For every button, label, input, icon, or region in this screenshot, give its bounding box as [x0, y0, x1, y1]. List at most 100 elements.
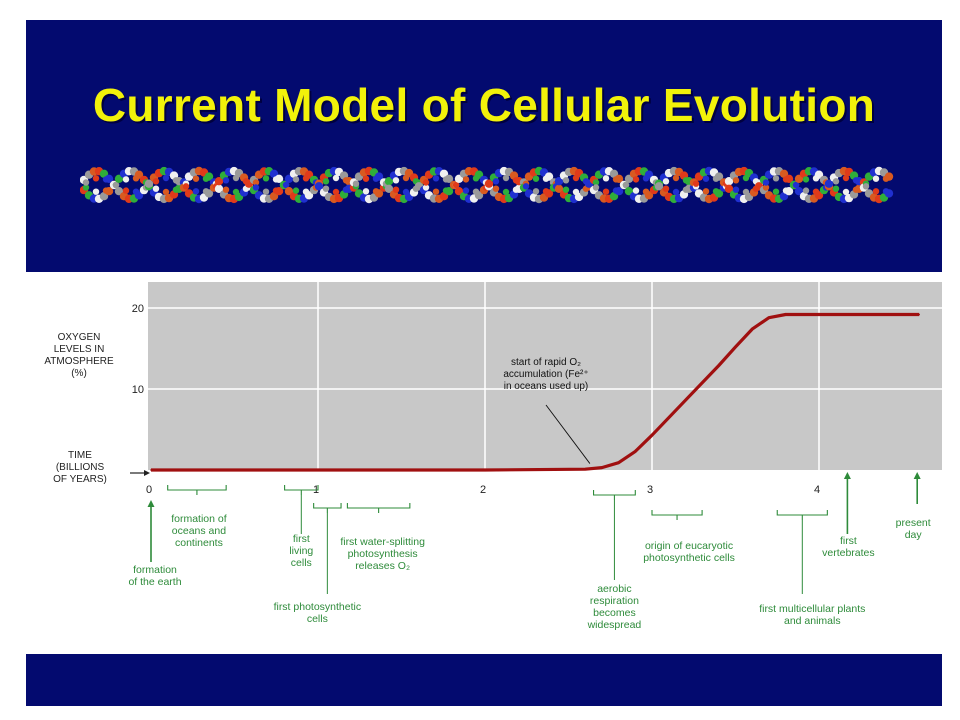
dna-atom: [122, 176, 130, 183]
dna-atom: [772, 175, 780, 182]
oxygen-data-point: [684, 399, 687, 402]
oxygen-data-point: [818, 313, 820, 316]
event-label: first: [840, 535, 857, 547]
event-label: widespread: [587, 619, 642, 631]
dna-atom: [614, 187, 624, 196]
oxygen-data-point: [918, 313, 920, 316]
event-label: day: [905, 529, 923, 541]
event-label: oceans and: [172, 525, 226, 537]
dna-atom: [104, 187, 114, 196]
dna-atom: [662, 185, 670, 192]
dna-atom: [182, 183, 190, 190]
dna-atom: [92, 175, 100, 182]
event-bracket: [593, 490, 636, 500]
x-axis-label: OF YEARS): [53, 474, 107, 485]
event-label: photosynthetic cells: [643, 552, 735, 564]
dna-atom: [802, 176, 810, 183]
event-bracket: [313, 503, 342, 513]
dna-atom: [792, 181, 800, 189]
chart-figure: 20 10 OXYGEN LEVELS IN ATMOSPHERE (%) TIME (BIL…: [26, 272, 942, 654]
dna-atom: [672, 188, 680, 196]
dna-atom: [274, 187, 284, 196]
dna-atom: [432, 175, 440, 182]
dna-atom: [444, 187, 454, 196]
event-label: cells: [307, 613, 328, 625]
dna-atom: [192, 188, 200, 195]
dna-atom: [362, 175, 370, 182]
dna-atom: [532, 175, 540, 182]
dna-atom: [384, 177, 394, 186]
event-bracket: [651, 510, 703, 520]
dna-atom: [392, 177, 400, 184]
dna-atom: [842, 174, 850, 182]
dna-atom: [104, 174, 114, 183]
dna-atom: [162, 188, 170, 196]
event-label: first: [293, 533, 310, 545]
oxygen-data-point: [734, 346, 737, 348]
dna-atom: [502, 188, 510, 196]
event-label: first multicellular plants: [759, 603, 865, 615]
dna-atom: [544, 172, 554, 181]
dna-atom: [332, 188, 340, 196]
dna-atom: [322, 178, 330, 185]
dna-atom: [732, 177, 740, 184]
event-arrow-icon: [913, 472, 921, 479]
dna-atom: [432, 188, 440, 195]
dna-atom: [554, 184, 564, 193]
dna-atom: [374, 189, 384, 198]
dna-atom: [884, 189, 894, 198]
dna-atom: [474, 170, 484, 179]
dna-atom: [204, 172, 214, 181]
dna-atom: [192, 175, 200, 182]
dna-atom: [134, 170, 144, 179]
y-tick-label: 20: [132, 303, 144, 315]
dna-atom: [384, 184, 394, 193]
event-label: aerobic: [597, 583, 631, 595]
dna-atom: [824, 179, 834, 188]
annotation-leader-line: [545, 404, 591, 464]
dna-atom: [872, 175, 880, 182]
event-label: of the earth: [128, 576, 181, 588]
dna-atom: [352, 180, 360, 187]
dna-atom: [82, 184, 90, 191]
dna-atom: [452, 181, 460, 189]
dna-atom: [702, 188, 710, 195]
dna-atom: [282, 181, 290, 189]
dna-atom: [592, 179, 600, 186]
dna-atom: [562, 186, 570, 193]
dna-atom: [304, 191, 314, 200]
dna-atom: [122, 187, 130, 194]
x-tick-label: 0: [146, 484, 152, 496]
dna-atom: [654, 182, 664, 191]
event-bracket: [167, 485, 227, 495]
dna-atom: [162, 174, 170, 182]
oxygen-data-point: [718, 364, 720, 367]
dna-atom: [772, 188, 780, 195]
dna-atom: [152, 178, 160, 185]
dna-atom: [144, 179, 154, 188]
dna-atom: [92, 188, 100, 195]
dna-atom: [362, 188, 370, 195]
dna-atom: [732, 186, 740, 193]
dna-atom: [762, 184, 770, 191]
dna-atom: [554, 177, 564, 186]
dna-atom: [592, 184, 600, 191]
dna-atom: [884, 172, 894, 181]
dna-atom: [392, 186, 400, 193]
dna-atom: [672, 174, 680, 182]
event-bracket: [346, 503, 411, 513]
oxygen-data-point: [617, 461, 620, 464]
event-label: first photosynthetic: [274, 601, 362, 613]
y-axis-label: (%): [71, 368, 87, 379]
event-label: cells: [291, 557, 312, 569]
dna-atom: [644, 170, 654, 179]
dna-atom: [462, 187, 470, 194]
oxygen-data-point: [601, 466, 603, 469]
x-tick-label: 3: [647, 484, 653, 496]
dna-atom: [562, 177, 570, 184]
dna-atom: [204, 189, 214, 198]
dna-atom: [262, 175, 270, 182]
event-label: origin of eucaryotic: [645, 540, 733, 552]
dna-helix-image: [80, 166, 894, 204]
oxygen-data-point: [317, 469, 319, 471]
